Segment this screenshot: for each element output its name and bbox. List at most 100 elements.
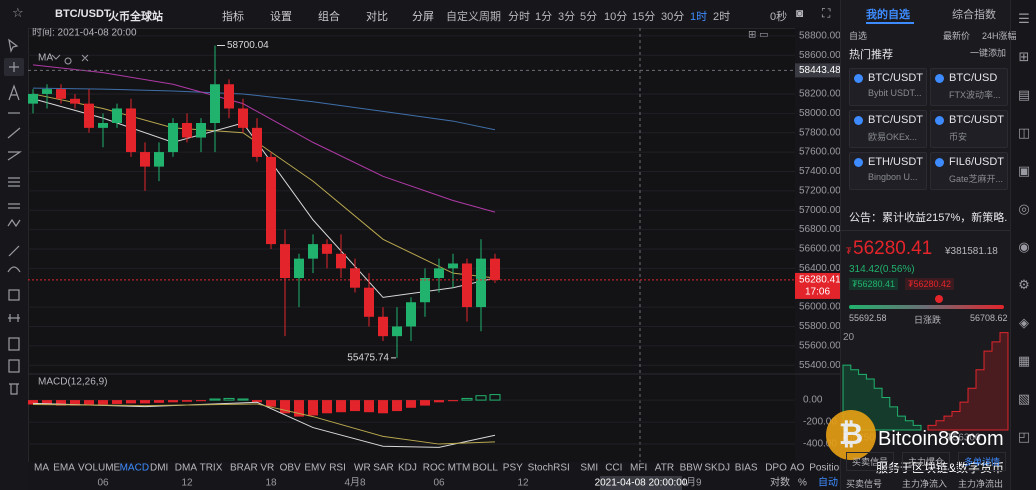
- indicator-tab[interactable]: BIAS: [735, 463, 758, 474]
- period-button[interactable]: 1时: [690, 11, 708, 23]
- macd-bar: [434, 400, 444, 403]
- indicator-tab[interactable]: MA: [34, 463, 49, 474]
- macd-bar: [294, 400, 304, 417]
- period-button[interactable]: 5分: [580, 11, 598, 23]
- panel-button[interactable]: 买卖信号: [846, 452, 895, 471]
- hot-card[interactable]: [849, 152, 927, 190]
- macd-bar: [308, 400, 318, 416]
- notice: 公告：累计收益2157%，新策略...: [849, 212, 1007, 224]
- tab-underline: [866, 22, 914, 24]
- toolbar-button[interactable]: 对比: [366, 11, 388, 23]
- toolbar-button[interactable]: 设置: [270, 11, 292, 23]
- indicator-tab[interactable]: DMI: [150, 463, 168, 474]
- candle-body: [252, 127, 262, 157]
- indicator-tab[interactable]: TRIX: [200, 463, 223, 474]
- hot-card[interactable]: [930, 68, 1008, 106]
- hot-card[interactable]: [930, 152, 1008, 190]
- y-tick-label: 57800.00: [799, 127, 840, 138]
- panel-button[interactable]: 主力爆仓: [902, 452, 951, 471]
- candle-body: [112, 108, 122, 124]
- camera-icon[interactable]: ◙: [796, 6, 804, 20]
- period-button[interactable]: 30分: [661, 11, 685, 23]
- indicator-tab[interactable]: OBV: [280, 463, 301, 474]
- period-button[interactable]: 10分: [604, 11, 628, 23]
- hot-card[interactable]: [849, 68, 927, 106]
- symbol[interactable]: BTC/USDT: [55, 8, 111, 20]
- indicator-tab[interactable]: Position: [809, 463, 840, 474]
- hot-card[interactable]: [930, 110, 1008, 148]
- crosshair-time-box: [600, 476, 682, 490]
- macd-bar: [56, 400, 66, 406]
- indicator-tab[interactable]: SKDJ: [704, 463, 730, 474]
- star-icon[interactable]: ☆: [12, 5, 24, 20]
- toolbar-button[interactable]: 分屏: [412, 11, 434, 23]
- ma-label: MA: [38, 53, 53, 64]
- indicator-tab[interactable]: BOLL: [472, 463, 498, 474]
- tab[interactable]: 我的自选: [866, 9, 910, 21]
- indicator-tab[interactable]: MFI: [630, 463, 647, 474]
- indicator-tab[interactable]: WR: [354, 463, 371, 474]
- exchange[interactable]: 火币全球站: [108, 11, 163, 23]
- indicator-tab[interactable]: BBW: [680, 463, 703, 474]
- candle-body: [490, 258, 500, 280]
- panel-button[interactable]: 多单详情: [958, 452, 1007, 471]
- period-button[interactable]: 2时: [713, 11, 731, 23]
- indicator-tab[interactable]: DMA: [175, 463, 198, 474]
- add-all[interactable]: 一键添加: [970, 48, 1007, 58]
- indicator-tab[interactable]: EMA: [53, 463, 75, 474]
- macd-bar: [392, 400, 402, 412]
- y-tick-label: 57000.00: [799, 205, 840, 216]
- indicator-tab[interactable]: VOLUME: [78, 463, 121, 474]
- panel-footer[interactable]: 主力净流入: [902, 479, 948, 489]
- card-sub: FTX波动率...: [949, 90, 1001, 100]
- section-title: 热门推荐: [849, 49, 893, 61]
- period-button[interactable]: 15分: [632, 11, 656, 23]
- panel-footer[interactable]: 买卖信号: [846, 479, 883, 489]
- y-tick-label: 58800.00: [799, 30, 840, 41]
- panel-footer[interactable]: 主力净流出: [958, 479, 1004, 489]
- macd-bar: [140, 400, 150, 404]
- card-pair: BTC/USDT: [949, 114, 1004, 126]
- indicator-tab[interactable]: StochRSI: [528, 463, 570, 474]
- axis-option[interactable]: %: [798, 478, 807, 489]
- tab[interactable]: 综合指数: [952, 9, 996, 21]
- hot-card[interactable]: [849, 110, 927, 148]
- indicator-tab[interactable]: SAR: [373, 463, 394, 474]
- indicator-tab[interactable]: MTM: [448, 463, 471, 474]
- period-button[interactable]: 3分: [558, 11, 576, 23]
- column-header: 24H涨幅: [982, 31, 1017, 41]
- indicator-tab[interactable]: VR: [260, 463, 274, 474]
- candle-body: [406, 302, 416, 327]
- x-tick-label: 06: [433, 478, 445, 489]
- last-price-box: [795, 272, 840, 299]
- axis-option[interactable]: 对数: [770, 476, 790, 489]
- card-sub: Gate芝麻开...: [949, 174, 1004, 184]
- indicator-tab[interactable]: AO: [790, 463, 805, 474]
- indicator-tab[interactable]: MACD: [120, 463, 149, 474]
- chart-tools: ⊞ ▭: [748, 30, 769, 41]
- indicator-tab[interactable]: PSY: [503, 463, 523, 474]
- indicator-tab[interactable]: ATR: [655, 463, 674, 474]
- indicator-tab[interactable]: KDJ: [398, 463, 417, 474]
- indicator-tab[interactable]: ROC: [423, 463, 445, 474]
- indicator-tab[interactable]: CCI: [605, 463, 622, 474]
- indicator-tab[interactable]: BRAR: [230, 463, 258, 474]
- period-button[interactable]: 分时: [508, 11, 530, 23]
- period-button[interactable]: 1分: [535, 11, 553, 23]
- custom-period[interactable]: 自定义周期: [446, 11, 501, 23]
- toolbar-button[interactable]: 指标: [222, 11, 244, 23]
- fullscreen-icon[interactable]: ⛶: [822, 6, 831, 20]
- macd-bar: [336, 400, 346, 413]
- indicator-tab[interactable]: SMI: [580, 463, 598, 474]
- day-low: 55692.58: [849, 313, 887, 323]
- indicator-tab[interactable]: RSI: [329, 463, 346, 474]
- top-toolbar: [0, 0, 840, 29]
- indicator-tab[interactable]: EMV: [304, 463, 326, 474]
- depth-asks: [927, 332, 1009, 431]
- candle-body: [154, 152, 164, 167]
- toolbar-button[interactable]: 组合: [318, 11, 340, 23]
- axis-option[interactable]: 自动: [818, 476, 838, 489]
- candle-body: [434, 268, 444, 279]
- indicator-tab[interactable]: DPO: [765, 463, 787, 474]
- column-header: 自选: [849, 31, 868, 41]
